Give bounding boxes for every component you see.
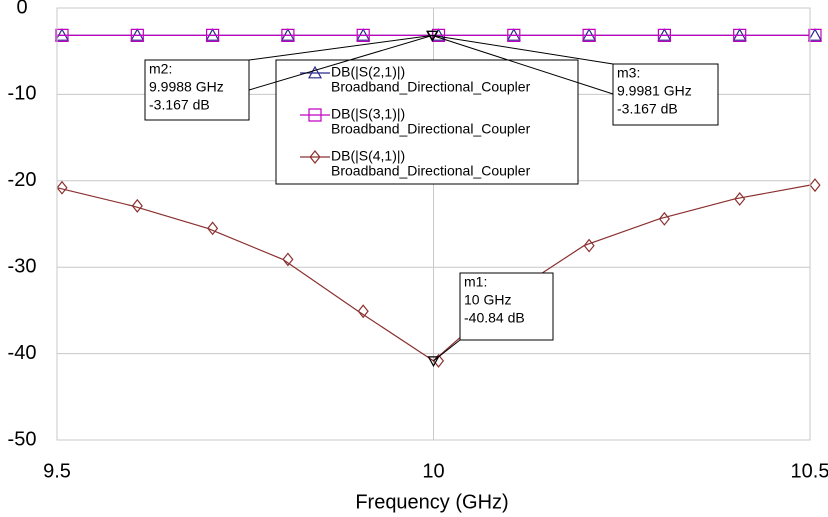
marker xyxy=(431,28,446,42)
legend-document: Broadband_Directional_Coupler xyxy=(331,163,531,179)
annotation-text: 9.9988 GHz xyxy=(149,79,224,95)
annotation-box xyxy=(612,63,719,126)
annotation-text: 9.9981 GHz xyxy=(617,83,692,99)
marker xyxy=(307,65,323,79)
marker xyxy=(207,221,219,236)
legend-document: Broadband_Directional_Coupler xyxy=(331,79,531,95)
annotation-text: -3.167 dB xyxy=(149,97,210,113)
x-tick-label: 10.5 xyxy=(791,460,828,482)
legend-document: Broadband_Directional_Coupler xyxy=(331,121,531,137)
plot-frame xyxy=(56,7,811,441)
annotation-name: m1: xyxy=(464,274,487,290)
marker xyxy=(582,28,596,42)
marker xyxy=(55,28,69,42)
marker xyxy=(54,28,70,41)
marker xyxy=(808,28,822,42)
marker xyxy=(309,150,321,164)
marker xyxy=(507,28,521,42)
marker xyxy=(657,28,672,41)
marker xyxy=(205,28,220,41)
marker xyxy=(356,28,370,42)
annotation-leader xyxy=(248,34,433,91)
annotation-name: m2: xyxy=(149,61,172,77)
marker xyxy=(56,180,68,195)
x-tick-label: 10 xyxy=(422,460,444,482)
marker xyxy=(206,28,220,42)
marker xyxy=(130,28,145,41)
marker xyxy=(308,108,322,122)
marker xyxy=(356,28,371,41)
annotation-leader xyxy=(248,34,433,61)
x-tick-label: 9.5 xyxy=(43,460,71,482)
marker xyxy=(734,191,746,206)
x-axis-label: Frequency (GHz) xyxy=(355,491,508,513)
marker xyxy=(658,211,670,226)
legend-label: DB(|S(4,1)|) xyxy=(331,148,405,164)
marker xyxy=(809,178,821,193)
y-tick-label: -30 xyxy=(8,255,37,277)
annotation-leader xyxy=(431,34,614,65)
marker xyxy=(357,304,369,319)
y-tick-label: -50 xyxy=(8,428,37,450)
marker xyxy=(427,356,440,368)
marker xyxy=(282,252,294,267)
marker xyxy=(657,28,671,42)
annotation-text: -40.84 dB xyxy=(464,310,525,326)
marker xyxy=(281,28,295,42)
legend: DB(|S(2,1)|)Broadband_Directional_Couple… xyxy=(275,59,579,185)
annotation-leader xyxy=(431,34,614,95)
annotation-name: m3: xyxy=(617,65,640,81)
marker xyxy=(732,28,747,41)
annotation-text: -3.167 dB xyxy=(617,101,678,117)
annotation-box xyxy=(459,272,554,341)
legend-box xyxy=(275,59,579,185)
y-tick-label: -10 xyxy=(8,83,37,105)
marker xyxy=(583,238,595,253)
marker xyxy=(130,28,144,42)
marker xyxy=(582,28,597,41)
annotation-text: 10 GHz xyxy=(464,292,511,308)
y-tick-label: -20 xyxy=(8,169,37,191)
marker xyxy=(733,28,747,42)
marker xyxy=(506,28,521,41)
legend-label: DB(|S(2,1)|) xyxy=(331,64,405,80)
marker xyxy=(807,28,823,41)
marker xyxy=(131,198,143,213)
marker xyxy=(426,30,439,42)
y-tick-label: 0 xyxy=(16,0,27,18)
annotation-box xyxy=(144,59,250,121)
legend-label: DB(|S(3,1)|) xyxy=(331,106,405,122)
y-tick-label: -40 xyxy=(8,342,37,364)
